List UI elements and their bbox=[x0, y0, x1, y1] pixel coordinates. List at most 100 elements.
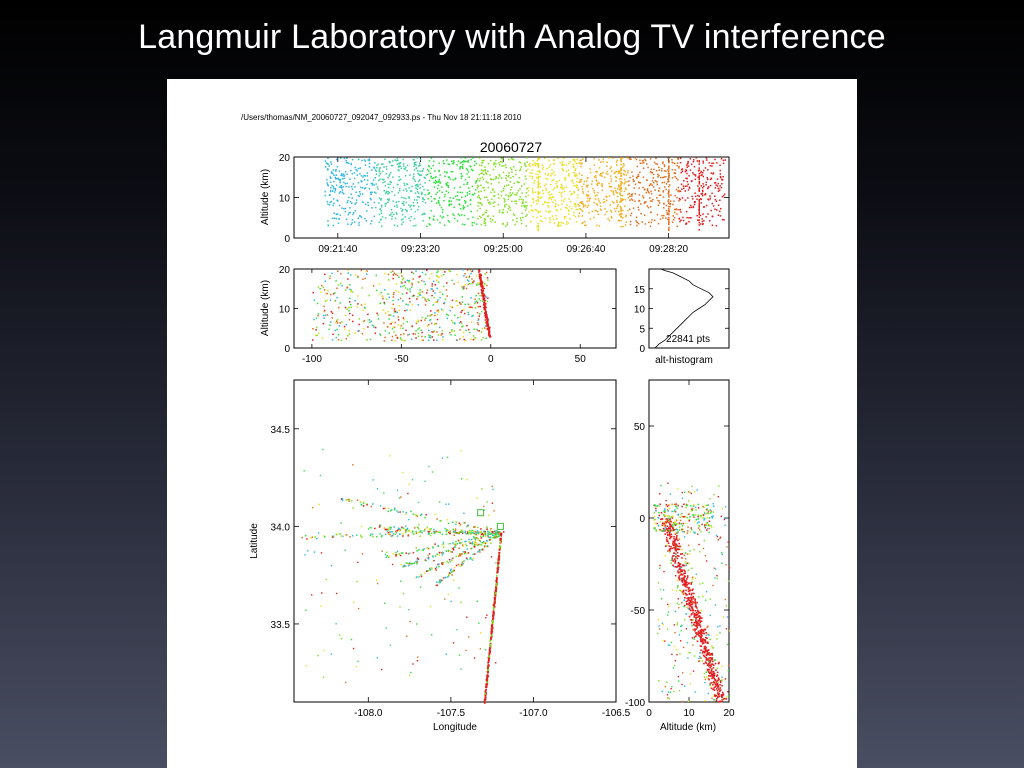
time-altitude-point bbox=[623, 169, 625, 172]
plan-view-point bbox=[492, 536, 494, 539]
time-altitude-point bbox=[698, 221, 700, 224]
time-altitude-point bbox=[716, 178, 719, 180]
lon-alt-point bbox=[432, 331, 434, 333]
time-altitude-point bbox=[355, 199, 358, 201]
lat-alt-point bbox=[657, 619, 660, 621]
time-altitude-point bbox=[545, 210, 547, 213]
time-altitude-point bbox=[335, 169, 337, 171]
lat-alt-point bbox=[694, 630, 696, 632]
lat-alt-point bbox=[699, 616, 701, 618]
lon-alt-point bbox=[320, 291, 322, 293]
plan-view-point bbox=[389, 526, 391, 528]
time-altitude-point bbox=[418, 205, 420, 208]
time-altitude-point bbox=[487, 186, 490, 189]
time-altitude-point bbox=[415, 164, 417, 166]
lon-alt-point bbox=[347, 278, 349, 280]
time-altitude-point bbox=[429, 172, 432, 174]
plan-view-point bbox=[487, 660, 490, 663]
time-altitude-point bbox=[518, 181, 520, 184]
time-altitude-point bbox=[380, 198, 383, 200]
time-altitude-point bbox=[663, 207, 665, 209]
time-altitude-point bbox=[477, 217, 479, 220]
lat-alt-point bbox=[692, 611, 694, 614]
plan-view-point bbox=[493, 537, 495, 539]
time-altitude-point bbox=[505, 166, 507, 169]
plan-view-point bbox=[416, 515, 418, 517]
lon-alt-point bbox=[461, 296, 463, 298]
plan-view-point bbox=[426, 526, 428, 528]
lat-alt-point bbox=[700, 645, 703, 647]
plan-view-point bbox=[405, 525, 407, 527]
time-altitude-point bbox=[560, 199, 563, 202]
time-altitude-point bbox=[439, 182, 441, 184]
plan-view-point bbox=[370, 505, 372, 508]
lon-alt-point bbox=[465, 287, 468, 290]
lat-alt-point bbox=[716, 698, 718, 700]
time-altitude-point bbox=[429, 224, 431, 226]
plan-view-point bbox=[493, 605, 496, 608]
time-altitude-point bbox=[335, 217, 338, 220]
plan-view-point bbox=[351, 535, 354, 537]
time-altitude-point bbox=[537, 195, 540, 198]
lon-alt-point bbox=[392, 277, 394, 280]
time-altitude-point bbox=[447, 181, 449, 184]
lon-alt-point bbox=[339, 302, 341, 304]
lon-alt-point bbox=[421, 339, 423, 341]
lat-alt-point bbox=[715, 669, 717, 671]
lat-alt-point bbox=[676, 579, 678, 582]
time-altitude-point bbox=[640, 203, 642, 205]
lat-alt-point bbox=[725, 698, 728, 700]
lon-alt-point bbox=[471, 321, 473, 323]
lon-alt-point bbox=[368, 319, 371, 321]
plan-view-point bbox=[477, 539, 480, 541]
plan-view-point bbox=[475, 534, 478, 536]
lat-alt-point bbox=[670, 562, 672, 564]
plan-view-point bbox=[486, 681, 489, 684]
plan-view-point bbox=[485, 686, 487, 688]
time-altitude-point bbox=[596, 180, 598, 182]
time-altitude-point bbox=[579, 202, 581, 204]
lon-alt-point bbox=[471, 270, 473, 273]
plan-view-point bbox=[452, 531, 455, 533]
plan-view-point bbox=[400, 552, 403, 554]
lat-alt-point bbox=[725, 696, 728, 698]
time-altitude-point bbox=[558, 221, 560, 224]
time-altitude-point bbox=[447, 184, 450, 187]
lat-alt-point bbox=[727, 580, 730, 582]
time-altitude-point bbox=[609, 209, 612, 212]
time-altitude-point bbox=[548, 196, 551, 199]
time-altitude-point bbox=[469, 203, 472, 206]
plan-view-point bbox=[467, 532, 469, 535]
plan-view-point bbox=[341, 498, 344, 500]
time-altitude-point bbox=[477, 205, 479, 207]
time-altitude-point bbox=[371, 169, 373, 171]
plan-view-point bbox=[471, 529, 474, 532]
time-altitude-point bbox=[552, 196, 555, 198]
lon-alt-point bbox=[417, 320, 420, 323]
time-altitude-point bbox=[532, 190, 534, 192]
lat-alt-point bbox=[710, 672, 712, 674]
lat-alt-point bbox=[698, 657, 700, 660]
lon-alt-point bbox=[424, 336, 426, 338]
lon-alt-point bbox=[417, 335, 420, 337]
lon-alt-point bbox=[412, 278, 414, 280]
time-altitude-point bbox=[527, 194, 530, 197]
time-altitude-point bbox=[624, 170, 626, 173]
plan-view-point bbox=[490, 635, 493, 638]
plan-view-point bbox=[492, 604, 495, 606]
time-altitude-point bbox=[701, 193, 704, 195]
time-altitude-point bbox=[551, 179, 553, 182]
time-altitude-point bbox=[667, 218, 669, 220]
time-altitude-point bbox=[698, 176, 700, 178]
time-altitude-point bbox=[668, 177, 670, 179]
time-altitude-point bbox=[594, 174, 597, 177]
time-altitude-point bbox=[394, 159, 396, 161]
time-altitude-point bbox=[652, 177, 654, 179]
time-altitude-point bbox=[369, 197, 372, 200]
lon-alt-point bbox=[344, 306, 347, 309]
time-altitude-point bbox=[649, 158, 652, 160]
time-altitude-point bbox=[649, 225, 652, 228]
lat-alt-point bbox=[696, 609, 699, 612]
lat-alt-point bbox=[662, 530, 664, 532]
lat-alt-point bbox=[683, 578, 685, 580]
